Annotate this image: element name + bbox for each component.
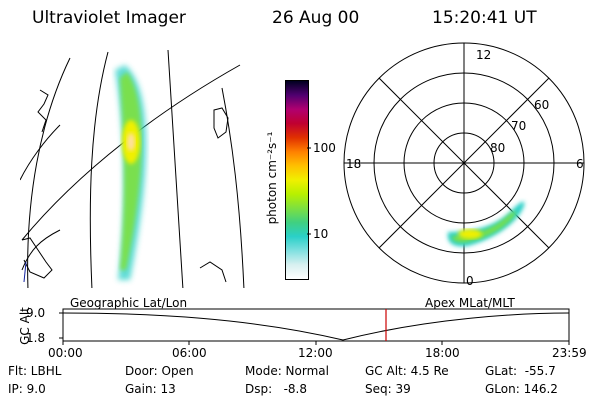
x-tick-1200: 12:00 xyxy=(298,346,333,360)
status-door: Door: Open xyxy=(125,364,194,378)
meridian-line xyxy=(167,49,184,288)
coastline xyxy=(23,261,27,283)
mlt-label-6: 6 xyxy=(576,157,584,171)
status-glon: GLon: 146.2 xyxy=(485,382,558,396)
mlt-label-18: 18 xyxy=(346,157,362,171)
coastline xyxy=(21,237,53,279)
auroral-oval xyxy=(447,201,525,247)
y-tick-9: 9.0 xyxy=(26,306,46,320)
color-scale-bar xyxy=(285,80,309,280)
y-tick-1-8: 1.8 xyxy=(26,331,46,345)
color-tick-100: 100 xyxy=(313,141,336,155)
mlt-label-0: 0 xyxy=(466,274,474,288)
status-glat: GLat: -55.7 xyxy=(485,364,556,378)
apex-title: Apex MLat/MLT xyxy=(425,296,515,310)
coastline xyxy=(213,107,229,139)
instrument-title: Ultraviolet Imager xyxy=(32,8,186,28)
status-seq: Seq: 39 xyxy=(365,382,411,396)
latitude-line xyxy=(21,64,241,241)
status-gain: Gain: 13 xyxy=(125,382,176,396)
latitude-line xyxy=(20,124,61,181)
status-ip: IP: 9.0 xyxy=(8,382,46,396)
mlat-label-60: 60 xyxy=(534,98,550,112)
date-label: 26 Aug 00 xyxy=(272,8,360,28)
color-scale-unit: photon cm⁻²s⁻¹ xyxy=(265,131,279,225)
status-mode: Mode: Normal xyxy=(245,364,329,378)
mlt-label-12: 12 xyxy=(476,48,492,62)
latitude-line xyxy=(21,229,61,271)
x-tick-0600: 06:00 xyxy=(172,346,207,360)
color-tick-10: 10 xyxy=(313,227,329,241)
x-tick-1800: 18:00 xyxy=(425,346,460,360)
mlat-label-80: 80 xyxy=(490,141,506,155)
mlat-label-70: 70 xyxy=(511,119,527,133)
coastline xyxy=(37,89,49,133)
altitude-curve xyxy=(62,312,570,341)
x-tick-0000: 00:00 xyxy=(48,346,83,360)
coastline xyxy=(199,261,227,283)
meridian-line xyxy=(221,87,245,288)
geographic-title: Geographic Lat/Lon xyxy=(70,296,188,310)
status-gc-alt: GC Alt: 4.5 Re xyxy=(365,364,449,378)
status-filter: Flt: LBHL xyxy=(8,364,62,378)
meridian-line xyxy=(27,57,71,288)
time-label: 15:20:41 UT xyxy=(432,8,537,28)
meridian-line xyxy=(89,51,109,288)
x-tick-2359: 23:59 xyxy=(552,346,587,360)
status-dsp: Dsp: -8.8 xyxy=(245,382,308,396)
